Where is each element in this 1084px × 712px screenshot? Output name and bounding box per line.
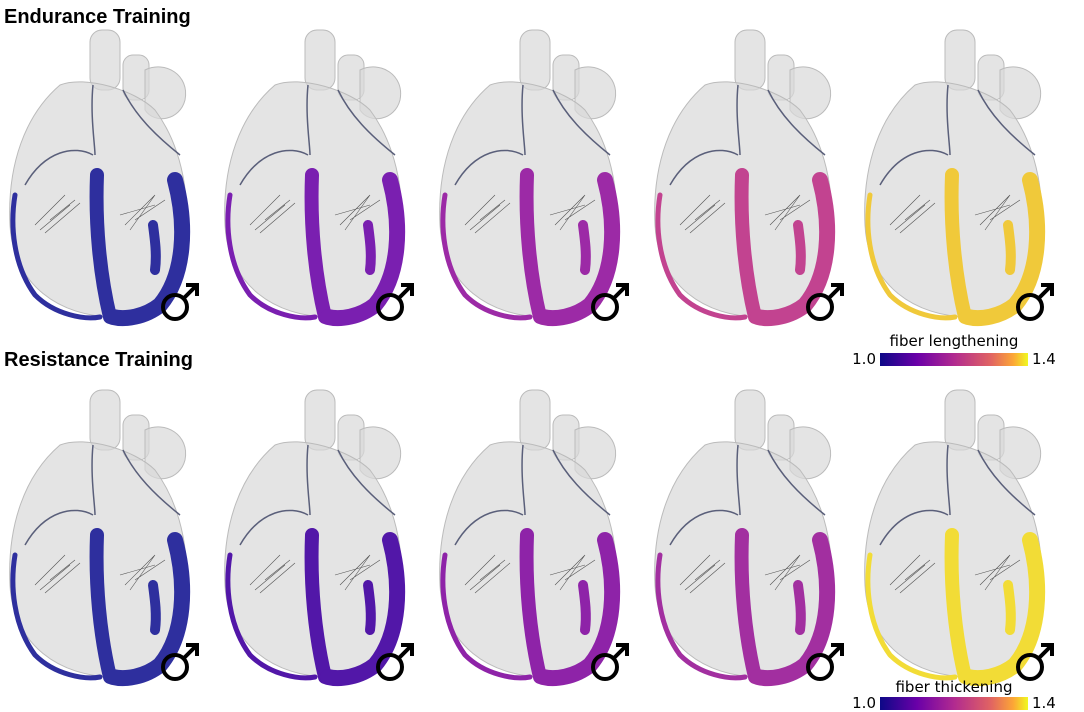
- colorbar: fiber lengthening 1.0 1.4: [852, 332, 1056, 368]
- row-title: Endurance Training: [4, 6, 191, 28]
- colorbar-tick-label: 1.4: [1032, 350, 1056, 368]
- colorbar-label: fiber thickening: [895, 678, 1012, 696]
- colorbar-label: fiber lengthening: [890, 332, 1019, 350]
- row-title: Resistance Training: [4, 349, 193, 371]
- colorbar-tick-label: 1.0: [852, 694, 876, 712]
- colorbar-gradient: [880, 697, 1028, 710]
- colorbar-gradient: [880, 353, 1028, 366]
- colorbar-tick-label: 1.0: [852, 350, 876, 368]
- colorbar-tick-label: 1.4: [1032, 694, 1056, 712]
- colorbar: fiber thickening 1.0 1.4: [852, 678, 1056, 712]
